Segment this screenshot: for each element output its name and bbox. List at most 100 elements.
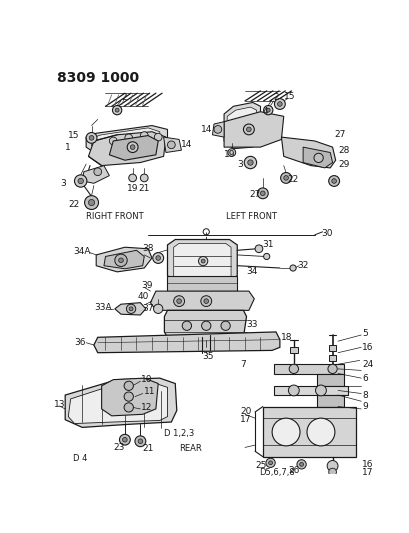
Text: 29: 29 xyxy=(337,159,348,168)
Circle shape xyxy=(266,108,270,112)
Circle shape xyxy=(299,463,303,466)
Text: D 4: D 4 xyxy=(73,454,87,463)
Circle shape xyxy=(254,245,262,253)
Text: 3: 3 xyxy=(61,179,66,188)
Text: 9: 9 xyxy=(361,402,367,411)
Polygon shape xyxy=(316,395,344,407)
Text: 17: 17 xyxy=(361,467,373,477)
Circle shape xyxy=(263,106,272,115)
Text: 36: 36 xyxy=(74,338,86,347)
Circle shape xyxy=(88,199,94,206)
Circle shape xyxy=(173,296,184,306)
Circle shape xyxy=(128,174,136,182)
Text: 1: 1 xyxy=(65,143,71,151)
Circle shape xyxy=(86,133,97,143)
Circle shape xyxy=(78,179,83,184)
Text: RIGHT FRONT: RIGHT FRONT xyxy=(86,212,144,221)
Polygon shape xyxy=(173,244,231,281)
Circle shape xyxy=(247,160,252,165)
Circle shape xyxy=(118,258,123,263)
Text: 11: 11 xyxy=(144,387,155,397)
Circle shape xyxy=(272,418,299,446)
Polygon shape xyxy=(101,378,158,416)
Text: 38: 38 xyxy=(142,244,154,253)
Text: 6: 6 xyxy=(361,374,367,383)
Circle shape xyxy=(315,385,326,396)
Circle shape xyxy=(263,253,269,260)
Text: 22: 22 xyxy=(287,175,298,184)
Circle shape xyxy=(84,196,98,209)
Circle shape xyxy=(122,438,127,442)
Circle shape xyxy=(265,458,274,467)
Circle shape xyxy=(313,154,322,163)
Circle shape xyxy=(260,191,265,196)
Text: 15: 15 xyxy=(68,131,80,140)
Text: 21: 21 xyxy=(139,184,150,193)
Polygon shape xyxy=(227,107,256,144)
Circle shape xyxy=(182,321,191,330)
Polygon shape xyxy=(88,132,166,166)
Circle shape xyxy=(176,299,181,303)
Circle shape xyxy=(213,126,221,133)
Circle shape xyxy=(331,179,336,183)
Circle shape xyxy=(200,296,211,306)
Text: 3: 3 xyxy=(237,159,243,168)
Text: 2: 2 xyxy=(273,93,279,102)
Circle shape xyxy=(274,99,285,109)
Text: 19: 19 xyxy=(127,184,138,193)
Circle shape xyxy=(153,304,162,313)
Circle shape xyxy=(227,149,235,156)
Polygon shape xyxy=(91,128,160,152)
Circle shape xyxy=(257,188,267,199)
Text: 20: 20 xyxy=(240,408,251,416)
Circle shape xyxy=(201,321,210,330)
Polygon shape xyxy=(212,122,224,137)
Text: 14: 14 xyxy=(181,140,192,149)
Circle shape xyxy=(135,436,146,447)
Circle shape xyxy=(328,175,339,187)
Text: 16: 16 xyxy=(361,460,373,469)
Text: 25: 25 xyxy=(254,462,266,471)
Circle shape xyxy=(115,108,119,112)
Circle shape xyxy=(124,381,133,391)
Circle shape xyxy=(167,141,175,149)
Text: 23: 23 xyxy=(113,443,124,452)
Text: 8309 1000: 8309 1000 xyxy=(57,71,139,85)
Circle shape xyxy=(74,175,87,187)
Polygon shape xyxy=(328,355,336,361)
Circle shape xyxy=(288,385,299,396)
Circle shape xyxy=(283,175,288,180)
Text: 26: 26 xyxy=(288,466,299,475)
Text: 34: 34 xyxy=(246,268,257,276)
Polygon shape xyxy=(167,239,237,281)
Circle shape xyxy=(289,265,295,271)
Circle shape xyxy=(153,253,163,263)
Text: 24: 24 xyxy=(361,360,372,369)
Text: REAR: REAR xyxy=(179,445,201,454)
Text: LEFT FRONT: LEFT FRONT xyxy=(225,212,276,221)
Circle shape xyxy=(126,304,135,313)
Circle shape xyxy=(201,259,204,263)
Polygon shape xyxy=(302,147,332,168)
Circle shape xyxy=(296,460,306,469)
Polygon shape xyxy=(68,384,167,424)
Polygon shape xyxy=(163,137,181,152)
Circle shape xyxy=(327,364,336,374)
Circle shape xyxy=(127,142,138,152)
Polygon shape xyxy=(104,251,144,269)
Text: 19: 19 xyxy=(224,150,235,159)
Text: 2: 2 xyxy=(121,93,126,102)
Polygon shape xyxy=(164,310,246,337)
Polygon shape xyxy=(82,166,109,183)
Text: 30: 30 xyxy=(320,229,332,238)
Circle shape xyxy=(306,418,334,446)
Text: 39: 39 xyxy=(141,281,152,290)
Circle shape xyxy=(124,392,133,401)
Circle shape xyxy=(129,307,133,311)
Circle shape xyxy=(124,403,133,412)
Text: 33: 33 xyxy=(246,320,257,329)
Polygon shape xyxy=(224,102,260,149)
Polygon shape xyxy=(274,364,344,374)
Circle shape xyxy=(198,256,207,265)
Text: 33A: 33A xyxy=(94,303,111,312)
